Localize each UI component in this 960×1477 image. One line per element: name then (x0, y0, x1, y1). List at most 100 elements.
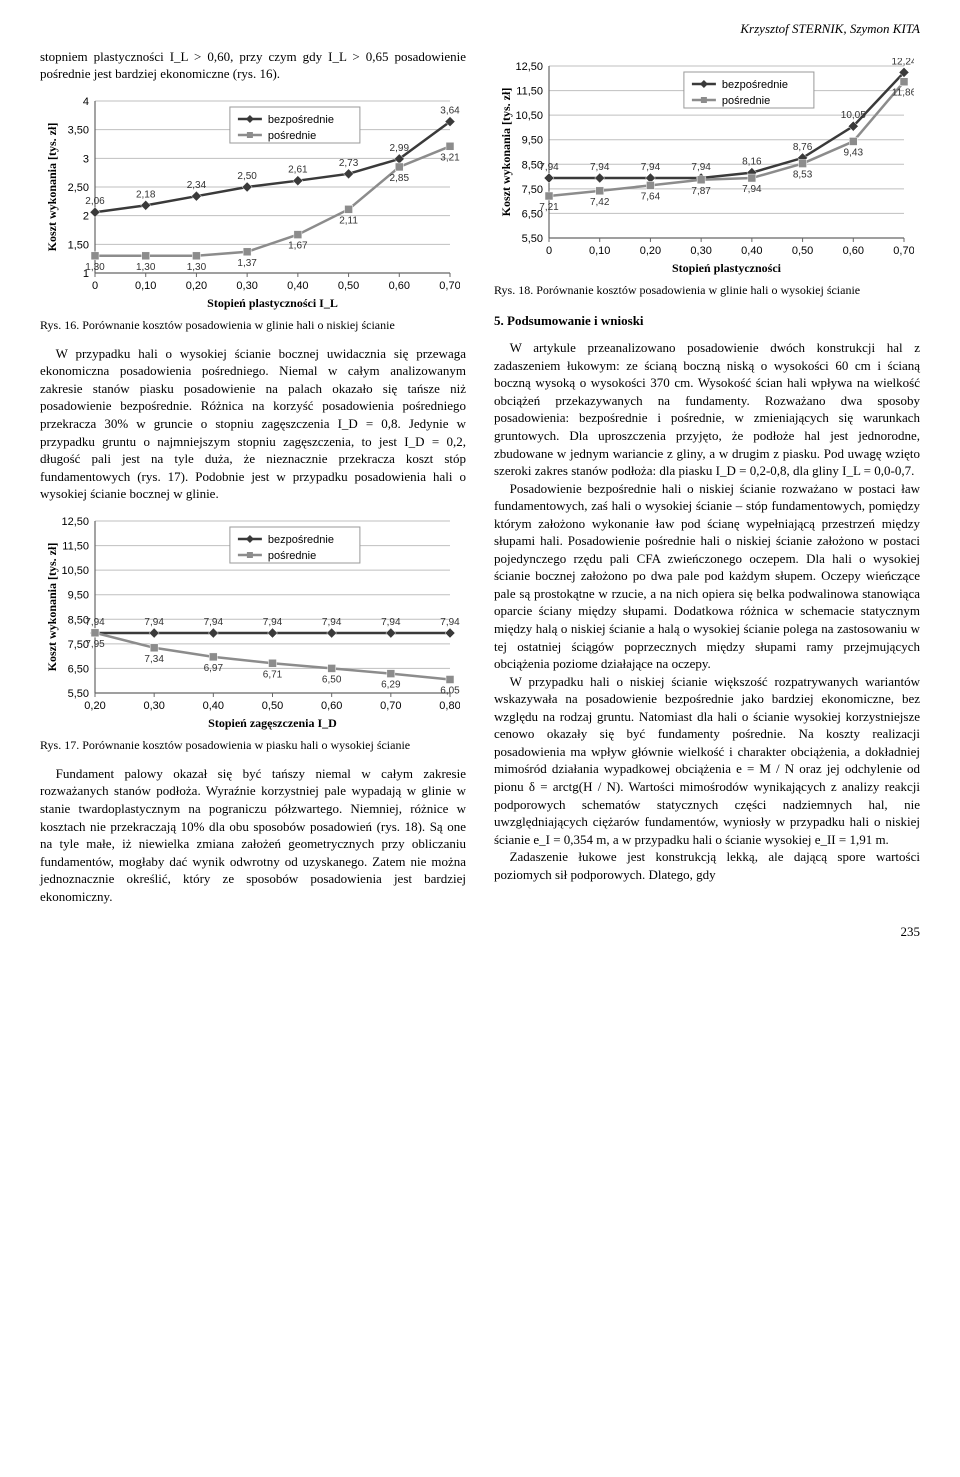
svg-text:2,06: 2,06 (85, 196, 105, 207)
svg-text:bezpośrednie: bezpośrednie (268, 534, 334, 546)
svg-text:11,86: 11,86 (892, 87, 914, 98)
svg-text:Koszt wykonania [tys. zł]: Koszt wykonania [tys. zł] (45, 542, 59, 671)
left-column: stopniem plastyczności I_L > 0,60, przy … (40, 48, 466, 906)
svg-text:4: 4 (83, 96, 89, 108)
svg-text:5,50: 5,50 (68, 688, 89, 700)
svg-text:0,60: 0,60 (843, 245, 864, 257)
svg-text:6,05: 6,05 (440, 685, 460, 696)
svg-text:Stopień zagęszczenia I_D: Stopień zagęszczenia I_D (208, 716, 337, 730)
svg-text:0,20: 0,20 (640, 245, 661, 257)
svg-text:0,40: 0,40 (203, 700, 224, 712)
svg-text:0,50: 0,50 (338, 280, 359, 292)
svg-text:6,29: 6,29 (381, 679, 401, 690)
svg-text:0,10: 0,10 (135, 280, 156, 292)
svg-text:pośrednie: pośrednie (722, 95, 770, 107)
svg-text:0: 0 (546, 245, 552, 257)
svg-text:0,30: 0,30 (236, 280, 257, 292)
svg-text:0,60: 0,60 (389, 280, 410, 292)
svg-text:0,70: 0,70 (439, 280, 460, 292)
svg-text:7,94: 7,94 (322, 617, 342, 628)
svg-text:3,64: 3,64 (440, 105, 460, 116)
summary-paragraph-2: Posadowienie bezpośrednie hali o niskiej… (494, 480, 920, 673)
svg-text:10,50: 10,50 (515, 110, 543, 122)
svg-text:0: 0 (92, 280, 98, 292)
svg-text:7,94: 7,94 (204, 617, 224, 628)
svg-text:0,30: 0,30 (690, 245, 711, 257)
svg-text:0,80: 0,80 (439, 700, 460, 712)
svg-text:6,97: 6,97 (204, 663, 224, 674)
svg-text:8,16: 8,16 (742, 156, 762, 167)
summary-paragraph-1: W artykule przeanalizowano posadowienie … (494, 339, 920, 479)
svg-text:Stopień plastyczności: Stopień plastyczności (672, 261, 782, 275)
svg-text:10,05: 10,05 (841, 110, 866, 121)
svg-text:2,61: 2,61 (288, 164, 308, 175)
svg-text:7,94: 7,94 (691, 162, 711, 173)
figure-17-chart: 5,506,507,508,509,5010,5011,5012,500,200… (40, 513, 466, 731)
svg-text:7,94: 7,94 (539, 162, 559, 173)
svg-text:5,50: 5,50 (522, 233, 543, 245)
svg-text:12,50: 12,50 (515, 61, 543, 73)
svg-text:9,50: 9,50 (522, 134, 543, 146)
svg-text:6,50: 6,50 (322, 674, 342, 685)
svg-text:11,50: 11,50 (62, 540, 89, 552)
svg-text:8,53: 8,53 (793, 169, 813, 180)
svg-text:0,20: 0,20 (186, 280, 207, 292)
intro-paragraph: stopniem plastyczności I_L > 0,60, przy … (40, 48, 466, 83)
svg-text:7,95: 7,95 (85, 639, 105, 650)
svg-text:6,71: 6,71 (263, 669, 283, 680)
svg-text:2,85: 2,85 (390, 173, 410, 184)
svg-text:3: 3 (83, 153, 89, 165)
svg-text:0,30: 0,30 (143, 700, 164, 712)
svg-text:2,99: 2,99 (390, 143, 410, 154)
svg-text:6,50: 6,50 (68, 663, 89, 675)
page-header-authors: Krzysztof STERNIK, Szymon KITA (40, 20, 920, 38)
svg-text:2,50: 2,50 (68, 182, 89, 194)
body-paragraph-2: Fundament palowy okazał się być tańszy n… (40, 765, 466, 905)
svg-text:0,70: 0,70 (380, 700, 401, 712)
svg-text:7,94: 7,94 (381, 617, 401, 628)
svg-text:7,34: 7,34 (144, 654, 164, 665)
figure-18-caption: Rys. 18. Porównanie kosztów posadowienia… (494, 282, 920, 298)
svg-text:pośrednie: pośrednie (268, 550, 316, 562)
right-column: 5,506,507,508,509,5010,5011,5012,5000,10… (494, 48, 920, 906)
svg-text:7,94: 7,94 (85, 617, 105, 628)
svg-text:7,94: 7,94 (144, 617, 164, 628)
svg-text:3,21: 3,21 (440, 152, 460, 163)
svg-text:12,24: 12,24 (891, 58, 914, 67)
svg-text:7,42: 7,42 (590, 196, 610, 207)
svg-text:7,21: 7,21 (539, 202, 559, 213)
svg-text:Koszt wykonania [tys. zł]: Koszt wykonania [tys. zł] (45, 122, 59, 251)
svg-text:1,30: 1,30 (85, 261, 105, 272)
svg-text:bezpośrednie: bezpośrednie (268, 114, 334, 126)
svg-text:1,50: 1,50 (68, 239, 89, 251)
section-5-title: 5. Podsumowanie i wnioski (494, 312, 920, 330)
summary-paragraph-3: W przypadku hali o niskiej ścianie więks… (494, 673, 920, 848)
svg-text:0,70: 0,70 (893, 245, 914, 257)
svg-text:0,40: 0,40 (741, 245, 762, 257)
svg-text:Stopień plastyczności I_L: Stopień plastyczności I_L (207, 296, 338, 310)
svg-text:7,87: 7,87 (691, 185, 711, 196)
body-paragraph-1: W przypadku hali o wysokiej ścianie bocz… (40, 345, 466, 503)
svg-text:7,94: 7,94 (742, 184, 762, 195)
svg-text:8,76: 8,76 (793, 141, 813, 152)
svg-text:7,94: 7,94 (440, 617, 460, 628)
svg-text:0,60: 0,60 (321, 700, 342, 712)
svg-text:bezpośrednie: bezpośrednie (722, 79, 788, 91)
svg-text:2,34: 2,34 (187, 180, 207, 191)
svg-text:7,94: 7,94 (590, 162, 610, 173)
svg-text:2,11: 2,11 (339, 215, 358, 226)
svg-text:0,40: 0,40 (287, 280, 308, 292)
svg-text:1,67: 1,67 (288, 240, 308, 251)
svg-text:7,94: 7,94 (641, 162, 661, 173)
svg-text:pośrednie: pośrednie (268, 130, 316, 142)
figure-16-chart: 11,5022,5033,50400,100,200,300,400,500,6… (40, 93, 466, 311)
svg-text:1,30: 1,30 (187, 261, 207, 272)
svg-text:3,50: 3,50 (68, 124, 89, 136)
page-number: 235 (40, 923, 920, 941)
svg-text:7,50: 7,50 (522, 183, 543, 195)
svg-text:9,43: 9,43 (844, 147, 864, 158)
summary-paragraph-4: Zadaszenie łukowe jest konstrukcją lekką… (494, 848, 920, 883)
svg-text:9,50: 9,50 (68, 589, 89, 601)
svg-text:2,73: 2,73 (339, 157, 359, 168)
svg-text:12,50: 12,50 (61, 516, 89, 528)
